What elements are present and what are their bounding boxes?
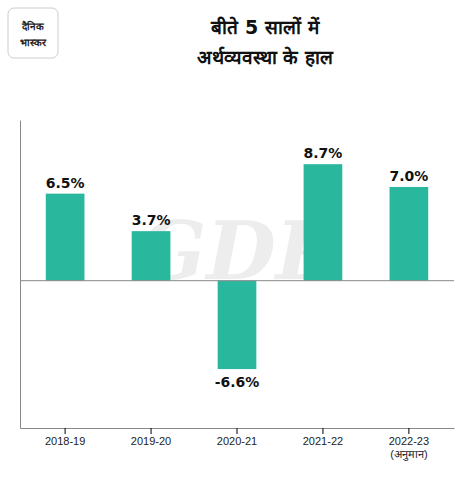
y-axis-line <box>20 121 21 429</box>
data-label: -6.6% <box>215 374 260 390</box>
data-label: 3.7% <box>132 212 171 228</box>
y-axis <box>20 121 21 429</box>
x-tick-label: 2019-20 <box>131 435 171 447</box>
logo-text: दैनिक <box>21 20 45 32</box>
x-tick-mark <box>322 428 323 434</box>
bar <box>390 187 429 281</box>
bar <box>46 194 85 281</box>
data-label: 7.0% <box>389 168 428 184</box>
x-axis: 2018-19 2019-20 2020-21 2021-22 2022-23(अनुम… <box>21 428 455 461</box>
bars <box>46 164 428 369</box>
bar <box>132 231 171 281</box>
x-tick-label: 2020-21 <box>217 435 257 447</box>
plot: GDP2018-192019-202020-212021-222022-23(अ… <box>20 121 455 462</box>
x-tick: 2018-19 <box>45 428 85 447</box>
x-tick: 2021-22 <box>303 428 343 447</box>
data-label: 8.7% <box>304 145 343 161</box>
x-tick-label: 2022-23(अनुमान) <box>389 435 429 461</box>
chart-container: दैनिक भास्कर बीते 5 सालों मेंअर्थव्यवस्था … <box>0 0 474 480</box>
x-tick-mark <box>408 428 409 434</box>
x-tick-mark <box>237 428 238 434</box>
title: बीते 5 सालों मेंअर्थव्यवस्था के हाल <box>197 16 334 68</box>
logo: दैनिक भास्कर <box>8 8 58 58</box>
x-tick: 2019-20 <box>131 428 171 447</box>
bar <box>304 164 343 281</box>
logo-text: भास्कर <box>20 37 47 48</box>
x-tick: 2022-23(अनुमान) <box>389 428 429 461</box>
chart-svg: दैनिक भास्कर बीते 5 सालों मेंअर्थव्यवस्था … <box>0 0 474 480</box>
x-tick: 2020-21 <box>217 428 257 447</box>
x-tick-label: 2018-19 <box>45 435 85 447</box>
x-tick-mark <box>65 428 66 434</box>
data-label: 6.5% <box>46 175 85 191</box>
x-tick-mark <box>151 428 152 434</box>
zero-line <box>20 280 454 281</box>
x-tick-label: 2021-22 <box>303 435 343 447</box>
bar <box>218 281 257 369</box>
logo-box <box>8 8 58 58</box>
data-labels: 6.5% 3.7% -6.6% 8.7% 7.0% <box>46 145 429 390</box>
